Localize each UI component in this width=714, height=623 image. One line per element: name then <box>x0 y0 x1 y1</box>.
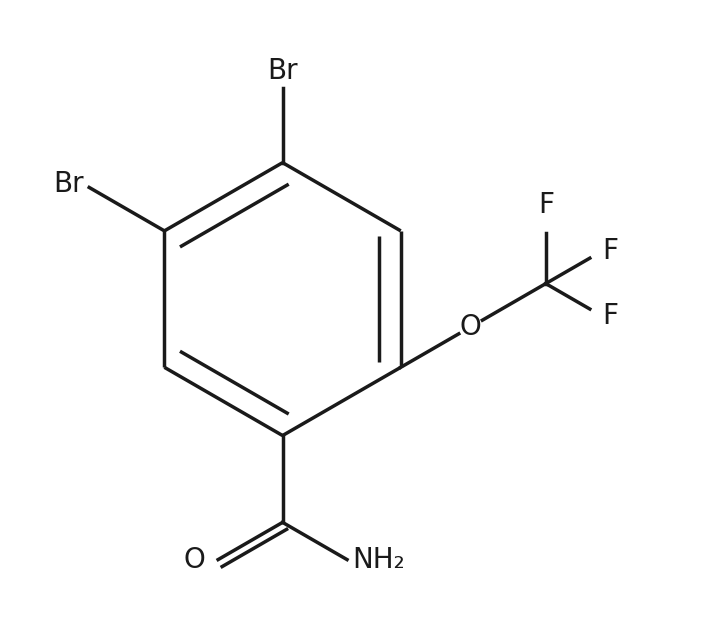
Text: Br: Br <box>267 57 298 85</box>
Text: Br: Br <box>54 170 84 198</box>
Text: O: O <box>460 313 481 341</box>
Text: F: F <box>603 237 618 265</box>
Text: F: F <box>603 302 618 330</box>
Text: NH₂: NH₂ <box>352 546 405 574</box>
Text: O: O <box>184 546 206 574</box>
Text: F: F <box>538 191 554 219</box>
